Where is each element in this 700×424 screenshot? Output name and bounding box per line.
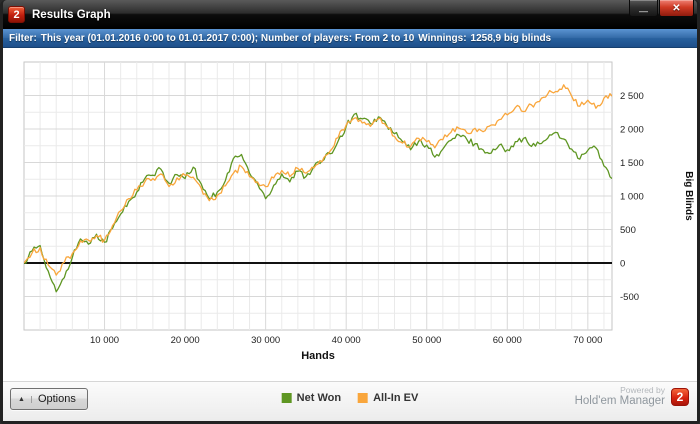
svg-text:Hands: Hands [301, 350, 335, 362]
filter-bar[interactable]: Filter: This year (01.01.2016 0:00 to 01… [3, 29, 697, 48]
svg-text:1 000: 1 000 [620, 192, 644, 203]
brand-logo-icon: 2 [671, 387, 689, 406]
close-button[interactable]: ✕ [659, 0, 694, 17]
winnings-label: Winnings: [418, 32, 467, 44]
svg-text:2 000: 2 000 [620, 125, 644, 136]
svg-text:Big Blinds: Big Blinds [683, 171, 694, 221]
chart-legend: Net Won All-In EV [281, 392, 419, 404]
filter-text: This year (01.01.2016 0:00 to 01.01.2017… [40, 32, 415, 44]
powered-by: Powered by Hold'em Manager 2 [575, 385, 689, 409]
all-in-ev-label: All-In EV [373, 392, 419, 404]
svg-text:60 000: 60 000 [493, 335, 522, 346]
svg-text:2 500: 2 500 [620, 91, 644, 102]
svg-text:70 000: 70 000 [573, 335, 602, 346]
powered-by-text: Powered by [620, 385, 665, 395]
winnings-value: 1258,9 big blinds [470, 32, 552, 44]
window-controls: — ✕ [629, 0, 694, 17]
svg-text:50 000: 50 000 [412, 335, 441, 346]
net-won-swatch-icon [281, 393, 292, 403]
svg-text:10 000: 10 000 [90, 335, 119, 346]
svg-text:500: 500 [620, 225, 636, 236]
window-title: Results Graph [32, 8, 111, 21]
expand-arrow-icon: ▲ [18, 395, 32, 403]
svg-text:0: 0 [620, 259, 625, 270]
title-bar: 2 Results Graph — ✕ [3, 0, 697, 29]
brand-name: Hold'em Manager [574, 395, 665, 408]
svg-text:20 000: 20 000 [171, 335, 200, 346]
net-won-label: Net Won [296, 392, 342, 404]
all-in-ev-swatch-icon [358, 393, 369, 403]
svg-text:30 000: 30 000 [251, 335, 280, 346]
filter-label: Filter: [9, 32, 37, 44]
options-button[interactable]: ▲ Options [10, 388, 88, 410]
footer-bar: ▲ Options Net Won All-In EV Powered by H… [3, 381, 697, 421]
powered-by-text-block: Powered by Hold'em Manager [575, 385, 665, 409]
svg-text:1 500: 1 500 [620, 158, 644, 169]
app-logo-icon: 2 [8, 6, 25, 23]
minimize-button[interactable]: — [629, 0, 658, 17]
svg-text:40 000: 40 000 [332, 335, 361, 346]
options-label: Options [37, 393, 76, 405]
results-chart: 10 000 20 000 30 000 40 000 50 000 60 000 70 0… [23, 61, 694, 362]
svg-text:-500: -500 [620, 292, 639, 303]
chart-area: 10 000 20 000 30 000 40 000 50 000 60 000 70 0… [3, 48, 697, 381]
